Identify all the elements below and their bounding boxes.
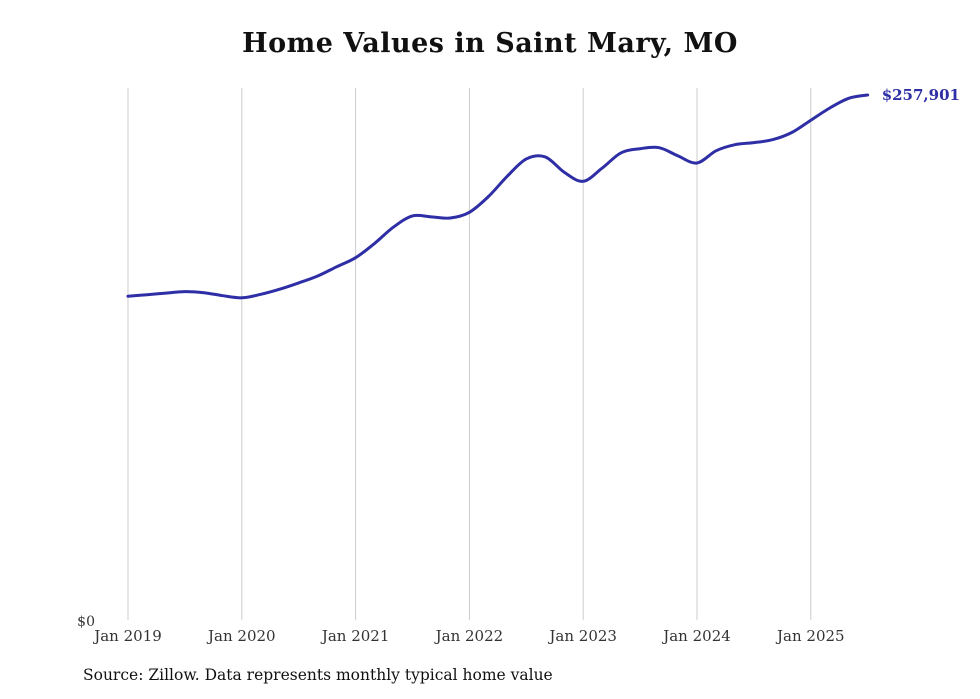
x-tick-label: Jan 2025	[775, 627, 845, 645]
x-tick-label: Jan 2024	[661, 627, 731, 645]
x-tick-label: Jan 2022	[434, 627, 504, 645]
x-tick-label: Jan 2023	[547, 627, 617, 645]
chart-line	[126, 93, 870, 300]
end-value-label: $257,901	[882, 86, 960, 104]
x-tick-label: Jan 2020	[206, 627, 276, 645]
x-tick-label: Jan 2019	[92, 627, 162, 645]
chart-title: Home Values in Saint Mary, MO	[242, 28, 738, 59]
source-note: Source: Zillow. Data represents monthly …	[83, 666, 553, 684]
y-zero-label: $0	[77, 614, 95, 630]
x-tick-label: Jan 2021	[320, 627, 390, 645]
